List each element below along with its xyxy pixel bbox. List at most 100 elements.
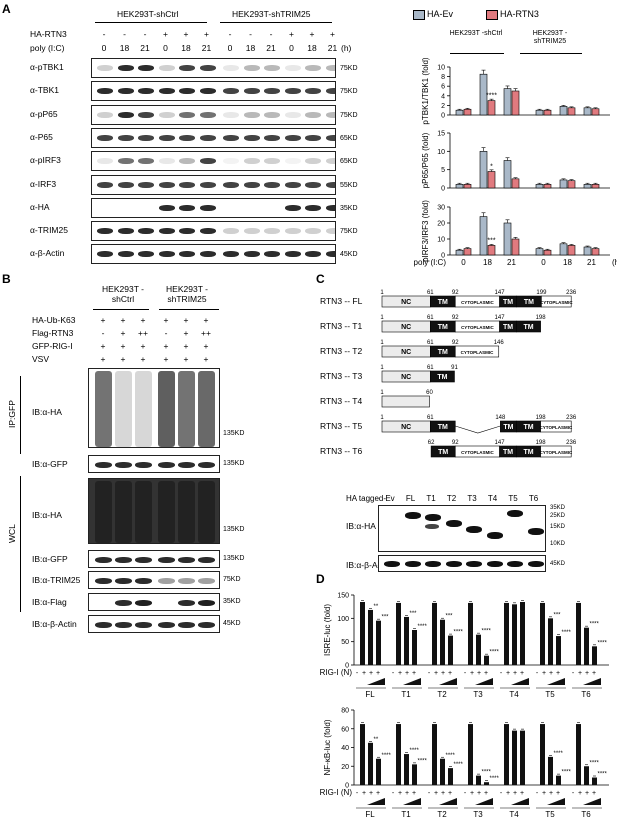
western-blot-strip bbox=[88, 478, 220, 544]
blot-label: IB:α-TRIM25 bbox=[32, 575, 81, 585]
deletion-line bbox=[455, 425, 501, 434]
blot-band bbox=[179, 134, 195, 141]
significance-mark: **** bbox=[598, 640, 608, 646]
rigi-sign: + bbox=[369, 790, 373, 797]
blot-band bbox=[179, 65, 195, 71]
blot-band bbox=[305, 228, 321, 235]
blot-smear bbox=[95, 481, 112, 543]
domain-ncblank bbox=[381, 395, 430, 408]
blot-band bbox=[179, 111, 195, 118]
bar bbox=[559, 179, 568, 189]
western-blot-strip bbox=[91, 104, 336, 125]
rigi-sign: + bbox=[513, 670, 517, 677]
blot-band bbox=[223, 228, 239, 235]
residue-number: 198 bbox=[536, 415, 547, 421]
y-tick-label: 2 bbox=[441, 103, 445, 110]
y-axis-label: pTBK1/TBK1 (fold) bbox=[421, 57, 430, 124]
y-tick-label: 0 bbox=[345, 663, 349, 670]
bar bbox=[463, 248, 472, 256]
blot-smear bbox=[178, 481, 195, 543]
domain-label: CYTOPLASMIC bbox=[461, 450, 494, 455]
blot-band bbox=[223, 181, 239, 188]
domain-label: TM bbox=[523, 424, 533, 431]
domain-label: TM bbox=[438, 299, 448, 306]
rigi-sign: + bbox=[477, 670, 481, 677]
blot-band bbox=[305, 134, 321, 141]
mw-marker: 65KD bbox=[340, 158, 358, 166]
x-tick-label: 18 bbox=[563, 258, 572, 267]
blot-label: IB:α-HA bbox=[32, 407, 62, 417]
significance-mark: **** bbox=[446, 753, 456, 759]
bar bbox=[512, 604, 517, 665]
blot-label: α-IRF3 bbox=[30, 178, 57, 189]
blot-label: α-pIRF3 bbox=[30, 155, 61, 166]
blot-label: IB:α-GFP bbox=[32, 459, 68, 469]
residue-number: 61 bbox=[427, 290, 434, 296]
mw-marker: 25KD bbox=[550, 513, 566, 519]
mw-marker: 135KD bbox=[223, 430, 245, 437]
blot-band bbox=[117, 134, 134, 141]
dose-wedge bbox=[511, 798, 529, 805]
lane-label: T1 bbox=[426, 494, 436, 503]
y-tick-label: 10 bbox=[437, 65, 445, 72]
legend-label-rtn3: HA-RTN3 bbox=[500, 9, 539, 19]
blot-band bbox=[199, 134, 216, 141]
blot-band bbox=[179, 181, 195, 188]
bar bbox=[512, 730, 517, 785]
bar bbox=[476, 775, 481, 785]
bar bbox=[479, 216, 488, 256]
blot-band bbox=[284, 204, 301, 211]
domain-label: NC bbox=[401, 374, 411, 381]
bar bbox=[543, 109, 552, 116]
blot-band bbox=[243, 181, 260, 188]
a-chart-0: 0 2 4 6 8 10 pTBK1/TBK1 (fold) **** bbox=[421, 57, 610, 125]
y-tick-label: 80 bbox=[341, 708, 349, 715]
lane-label: Ev bbox=[385, 494, 395, 503]
bar bbox=[548, 756, 553, 785]
bar bbox=[511, 238, 520, 256]
polyic-time: 0 bbox=[101, 43, 107, 53]
blot-label: IB:α-HA bbox=[346, 521, 376, 531]
condition-sign: ++ bbox=[138, 328, 148, 338]
blot-band bbox=[135, 600, 152, 606]
residue-number: 1 bbox=[380, 390, 384, 396]
rigi-sign: + bbox=[484, 670, 488, 677]
blot-band bbox=[117, 158, 134, 165]
blot-band bbox=[179, 88, 195, 95]
group-line bbox=[95, 22, 207, 23]
dose-wedge bbox=[583, 798, 601, 805]
domain-label: CYTOPLASMIC bbox=[540, 300, 573, 305]
rigi-sign: + bbox=[477, 790, 481, 797]
bar bbox=[592, 777, 597, 785]
significance-mark: *** bbox=[446, 614, 454, 620]
bar bbox=[591, 248, 600, 256]
construct-group-label: FL bbox=[365, 690, 375, 699]
residue-number: 1 bbox=[380, 340, 384, 346]
residue-number: 1 bbox=[380, 315, 384, 321]
bar bbox=[503, 88, 512, 116]
legend-swatch-ev bbox=[413, 10, 425, 20]
western-blot-strip bbox=[91, 151, 336, 172]
blot-band bbox=[199, 88, 216, 95]
construct-group-label: T3 bbox=[473, 810, 483, 819]
blot-band bbox=[138, 181, 154, 188]
bar bbox=[556, 636, 561, 665]
panel-label-c: C bbox=[316, 272, 325, 286]
blot-smear bbox=[178, 371, 195, 447]
domain-label: TM bbox=[438, 449, 448, 456]
blot-band bbox=[284, 111, 301, 118]
blot-band bbox=[325, 204, 335, 211]
bar bbox=[396, 602, 401, 665]
blot-band bbox=[158, 462, 175, 468]
construct-group-label: T1 bbox=[401, 810, 411, 819]
construct-group-label: T3 bbox=[473, 690, 483, 699]
x-axis-label: poly (I:C) bbox=[414, 258, 447, 267]
bar bbox=[360, 724, 365, 785]
blot-band bbox=[243, 111, 260, 118]
significance-mark: **** bbox=[418, 758, 428, 764]
blot-label: IB:α-Flag bbox=[32, 597, 67, 607]
blot-band bbox=[178, 578, 195, 584]
rigi-sign: + bbox=[585, 670, 589, 677]
y-tick-label: 40 bbox=[341, 745, 349, 752]
